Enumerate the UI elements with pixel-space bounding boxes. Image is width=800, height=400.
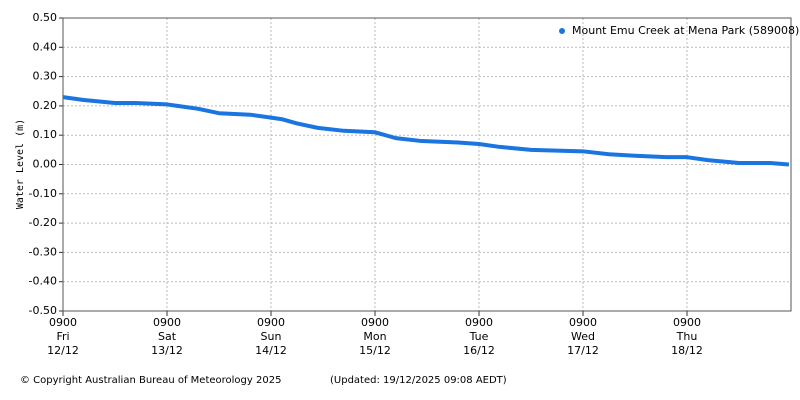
copyright: © Copyright Australian Bureau of Meteoro… xyxy=(20,375,281,386)
x-tick-label: 0900 xyxy=(153,316,181,329)
x-tick-label: 14/12 xyxy=(255,344,287,357)
y-tick-label: 0.40 xyxy=(33,40,58,53)
x-tick-label: 15/12 xyxy=(359,344,391,357)
x-tick-label: 0900 xyxy=(673,316,701,329)
y-tick-label: 0.00 xyxy=(33,158,58,171)
y-tick-label: -0.20 xyxy=(29,216,57,229)
x-tick-label: 12/12 xyxy=(47,344,79,357)
x-tick-label: 16/12 xyxy=(463,344,495,357)
x-tick-label: 17/12 xyxy=(567,344,599,357)
x-tick-label: Sat xyxy=(158,330,177,343)
x-tick-label: Thu xyxy=(676,330,698,343)
y-tick-label: -0.30 xyxy=(29,245,57,258)
y-axis-label: Water Level (m) xyxy=(15,119,26,209)
x-tick-label: Sun xyxy=(261,330,282,343)
y-tick-label: -0.10 xyxy=(29,187,57,200)
x-tick-label: Tue xyxy=(469,330,489,343)
legend-marker xyxy=(559,28,565,34)
x-tick-label: 0900 xyxy=(465,316,493,329)
x-tick-label: 0900 xyxy=(49,316,77,329)
x-tick-label: 0900 xyxy=(361,316,389,329)
data-line xyxy=(62,95,790,167)
y-tick-label: -0.40 xyxy=(29,275,57,288)
y-tick-label: 0.10 xyxy=(33,128,58,141)
plot-frame xyxy=(62,17,792,312)
x-tick-label: 18/12 xyxy=(671,344,703,357)
x-tick-label: 0900 xyxy=(257,316,285,329)
x-tick-label: Mon xyxy=(363,330,386,343)
y-tick-label: -0.50 xyxy=(29,304,57,317)
y-tick-label: 0.20 xyxy=(33,99,58,112)
legend-label: Mount Emu Creek at Mena Park (589008) xyxy=(572,24,799,37)
y-tick-label: 0.30 xyxy=(33,70,58,83)
x-tick-label: 13/12 xyxy=(151,344,183,357)
y-tick-label: 0.50 xyxy=(33,11,58,24)
updated: (Updated: 19/12/2025 09:08 AEDT) xyxy=(330,375,507,386)
x-tick-label: Fri xyxy=(56,330,69,343)
x-tick-label: 0900 xyxy=(569,316,597,329)
x-tick-label: Wed xyxy=(571,330,595,343)
